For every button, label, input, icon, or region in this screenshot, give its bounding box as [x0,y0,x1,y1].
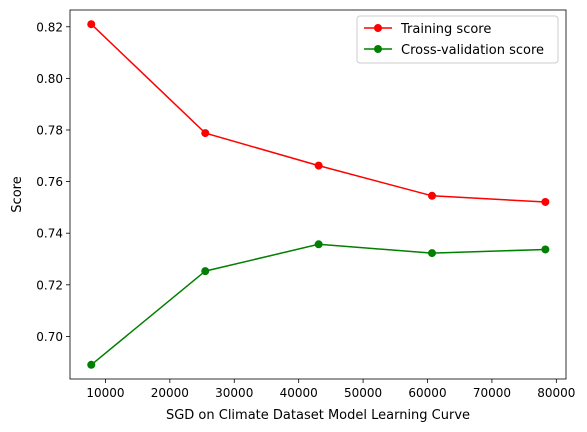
data-point-cross-validation-score [314,240,323,249]
legend-entry-cross-validation: Cross-validation score [364,43,544,58]
data-point-training-score [428,191,437,200]
legend-swatch-training-marker [374,24,382,32]
data-point-training-score [201,129,210,138]
x-axis-ticks: 10000 20000 30000 40000 50000 60000 70000 80000 [86,379,575,400]
y-tick-label: 0.72 [36,278,63,292]
data-point-training-score [314,161,323,170]
data-point-cross-validation-score [541,245,550,254]
x-tick-label: 40000 [280,386,318,400]
y-tick-label: 0.74 [36,227,63,241]
y-tick-label: 0.70 [36,330,63,344]
data-point-cross-validation-score [428,249,437,258]
legend-entry-training: Training score [364,22,491,37]
data-point-training-score [541,197,550,206]
legend-label-training: Training score [400,22,491,37]
y-tick-label: 0.78 [36,123,63,137]
x-tick-label: 10000 [86,386,124,400]
legend: Training score Cross-validation score [356,15,559,64]
series-layer [87,20,550,369]
y-axis-ticks: 0.70 0.72 0.74 0.76 0.78 0.80 0.82 [36,20,70,344]
data-point-training-score [87,20,96,29]
x-tick-label: 30000 [215,386,253,400]
x-axis-label: SGD on Climate Dataset Model Learning Cu… [166,408,470,423]
x-tick-label: 70000 [473,386,511,400]
x-tick-label: 50000 [344,386,382,400]
x-tick-label: 20000 [151,386,189,400]
x-tick-label: 80000 [537,386,575,400]
y-tick-label: 0.80 [36,72,63,86]
data-point-cross-validation-score [201,267,210,276]
y-tick-label: 0.82 [36,20,63,34]
y-axis-label: Score [10,176,25,212]
data-point-cross-validation-score [87,360,96,369]
legend-label-cross-validation: Cross-validation score [401,43,544,58]
legend-box [356,15,559,64]
x-tick-label: 60000 [408,386,446,400]
legend-swatch-cross-validation-marker [374,45,382,53]
y-tick-label: 0.76 [36,175,63,189]
plot-area [69,9,567,380]
